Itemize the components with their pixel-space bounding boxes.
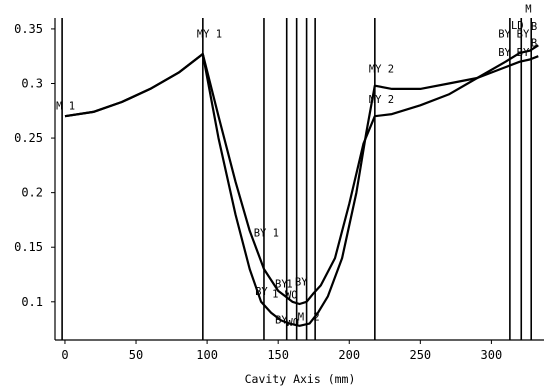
x-tick-label: 150: [267, 348, 289, 362]
marker-label: 1: [272, 288, 278, 300]
x-tick-label: 250: [409, 348, 431, 362]
marker-label: WO: [286, 317, 299, 329]
y-tick-label: 0.15: [14, 240, 43, 254]
y-tick-label: 0.25: [14, 131, 43, 145]
marker-label: M 1: [56, 101, 75, 113]
marker-label: BY: [255, 286, 268, 298]
marker-label: B: [531, 21, 537, 33]
marker-label: LD: [511, 20, 524, 32]
marker-label: WO: [285, 290, 298, 302]
marker-label: BY 1: [254, 227, 279, 239]
marker-label: BY: [498, 29, 511, 41]
marker-label: MY 1: [197, 29, 222, 41]
y-axis-ticks: 0.1 0.15 0.2 0.25 0.3 0.35: [14, 22, 55, 309]
x-tick-label: 100: [196, 348, 218, 362]
x-axis-label: Cavity Axis (mm): [245, 372, 356, 386]
x-tick-label: 200: [338, 348, 360, 362]
y-tick-label: 0.3: [21, 76, 43, 90]
y-tick-label: 0.1: [21, 295, 43, 309]
marker-label: MY 2: [369, 94, 394, 106]
vertical-marker-lines: [61, 18, 533, 340]
x-tick-label: 0: [61, 348, 68, 362]
x-tick-label: 50: [129, 348, 143, 362]
plot-frame: [54, 18, 544, 341]
y-tick-label: 0.35: [14, 22, 43, 36]
series-line-2: [64, 52, 539, 327]
marker-label: M: [525, 4, 531, 16]
x-tick-label: 300: [481, 348, 503, 362]
marker-label: BY: [275, 315, 288, 327]
marker-label: BY: [517, 29, 530, 41]
marker-label: BY: [498, 47, 511, 59]
marker-label: 2: [313, 311, 319, 323]
series-group: [64, 44, 539, 327]
marker-label: B: [531, 37, 537, 49]
marker-label: BY: [517, 47, 530, 59]
marker-label: BY: [295, 276, 308, 288]
marker-label: BY: [275, 279, 288, 291]
y-tick-label: 0.2: [21, 186, 43, 200]
series-line-1: [64, 44, 539, 306]
marker-label: 1: [286, 279, 292, 291]
marker-label: M: [298, 311, 304, 323]
marker-label: MY 2: [369, 64, 394, 76]
x-axis-ticks: 0 50 100 150 200 250 300: [61, 340, 502, 362]
